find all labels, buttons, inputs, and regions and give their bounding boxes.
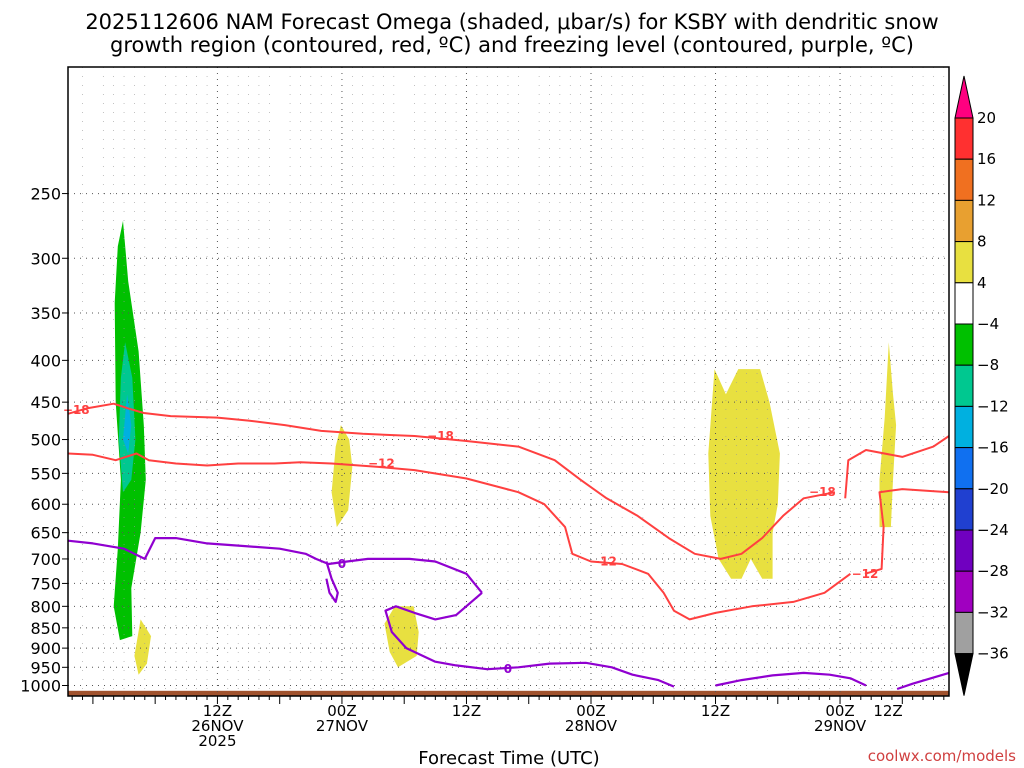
contour-label-0: −18 (63, 403, 90, 417)
x-axis-label: Forecast Time (UTC) (418, 748, 599, 768)
contour-label-1: −18 (427, 429, 454, 443)
colorbar-swatch-4 (954, 241, 974, 284)
y-tick-label-800: 800 (30, 597, 61, 616)
contour-label-5: −12 (852, 567, 879, 581)
plot-frame (67, 66, 950, 697)
colorbar-label-2: 12 (977, 191, 996, 209)
credit-text: coolwx.com/models (868, 747, 1016, 765)
colorbar-swatch-10 (954, 488, 974, 531)
x-tick-label-42-1: 28NOV (565, 717, 618, 735)
omega-region-3 (134, 619, 151, 675)
y-tick-label-350: 350 (30, 304, 61, 323)
y-tick-label-950: 950 (30, 658, 61, 677)
x-tick-label-30-0: 12Z (452, 702, 481, 720)
x-tick-label-42-0: 00Z (576, 702, 605, 720)
colorbar-label-0: 20 (977, 109, 996, 127)
plot-fills (68, 220, 949, 696)
chart-title-line-1: 2025112606 NAM Forecast Omega (shaded, μ… (85, 10, 938, 34)
x-tick-label-66-1: 29NOV (814, 717, 867, 735)
y-tick-label-250: 250 (30, 185, 61, 204)
colorbar-label-4: 4 (977, 274, 987, 292)
omega-region-5 (384, 606, 419, 668)
colorbar-swatch-13 (954, 611, 974, 655)
colorbar-swatch-9 (954, 447, 974, 490)
contour-label-6: 0 (338, 557, 346, 571)
y-tick-label-450: 450 (30, 393, 61, 412)
omega-region-6 (708, 369, 780, 579)
colorbar-swatch-1 (954, 117, 974, 160)
colorbar-swatch-6 (954, 323, 974, 366)
colorbar-label-12: −32 (977, 603, 1009, 621)
y-axis: 2503003504004505005506006507007508008509… (20, 185, 68, 696)
colorbar-label-11: −28 (977, 562, 1009, 580)
red-contour-0 (67, 402, 836, 560)
colorbar-arrow-top (954, 75, 974, 119)
omega-region-4 (331, 425, 353, 528)
purple-contour-2 (384, 591, 675, 688)
grid-lines (68, 67, 949, 696)
omega-region-2 (123, 394, 132, 454)
colorbar-label-1: 16 (977, 150, 996, 168)
purple-contour-1 (325, 561, 339, 604)
red-contour-3 (864, 488, 950, 575)
x-tick-label-6-2: 2025 (198, 732, 236, 750)
purple-contour-3 (715, 671, 867, 687)
purple-contour-4 (896, 671, 950, 691)
x-tick-label-18-0: 00Z (327, 702, 356, 720)
purple-contour-0 (67, 536, 483, 594)
colorbar-label-8: −16 (977, 439, 1009, 457)
colorbar-swatch-3 (954, 199, 974, 243)
colorbar-label-7: −12 (977, 397, 1009, 415)
x-tick-label-54-0: 12Z (701, 702, 730, 720)
omega-region-7 (879, 342, 897, 528)
contour-label-3: −12 (368, 457, 395, 471)
colorbar-label-9: −20 (977, 480, 1009, 498)
contour-label-4: −12 (590, 554, 617, 568)
terrain-fill (68, 690, 949, 696)
y-tick-label-550: 550 (30, 464, 61, 483)
colorbar-label-3: 8 (977, 233, 987, 251)
x-tick-label-6-0: 12Z (203, 702, 232, 720)
colorbar: 20 16 12 8 4 −4 −8 −12 −16 −20 −24 −28 −32 −36 (954, 75, 1009, 696)
colorbar-label-13: −36 (977, 645, 1009, 663)
colorbar-swatch-8 (954, 405, 974, 449)
y-tick-label-400: 400 (30, 351, 61, 370)
colorbar-label-10: −24 (977, 521, 1009, 539)
colorbar-label-6: −8 (977, 356, 999, 374)
colorbar-swatch-5 (954, 282, 974, 325)
y-tick-label-500: 500 (30, 431, 61, 450)
y-tick-label-850: 850 (30, 619, 61, 638)
x-tick-label-78-0: 12Z (873, 702, 902, 720)
y-tick-label-600: 600 (30, 495, 61, 514)
y-tick-label-1000: 1000 (20, 677, 61, 696)
y-tick-label-750: 750 (30, 574, 61, 593)
contour-label-7: 0 (504, 662, 512, 676)
colorbar-arrow-bottom (954, 653, 974, 696)
x-tick-label-6-1: 26NOV (191, 717, 244, 735)
colorbar-swatch-2 (954, 158, 974, 201)
red-contour-1 (67, 452, 851, 621)
colorbar-swatch-11 (954, 529, 974, 572)
red-contour-2 (844, 435, 950, 499)
contour-labels: −18 −18 −18 −12 −12 −12 0 0 (63, 403, 878, 676)
colorbar-swatch-12 (954, 570, 974, 613)
colorbar-swatch-7 (954, 364, 974, 407)
chart-title-line-2: growth region (contoured, red, ºC) and f… (110, 33, 914, 57)
colorbar-label-5: −4 (977, 315, 999, 333)
contour-lines (67, 402, 950, 691)
x-tick-label-18-1: 27NOV (316, 717, 369, 735)
y-tick-label-900: 900 (30, 639, 61, 658)
y-tick-label-300: 300 (30, 249, 61, 268)
y-tick-label-650: 650 (30, 524, 61, 543)
x-tick-label-66-0: 00Z (825, 702, 854, 720)
contour-label-2: −18 (809, 485, 836, 499)
y-tick-label-700: 700 (30, 550, 61, 569)
